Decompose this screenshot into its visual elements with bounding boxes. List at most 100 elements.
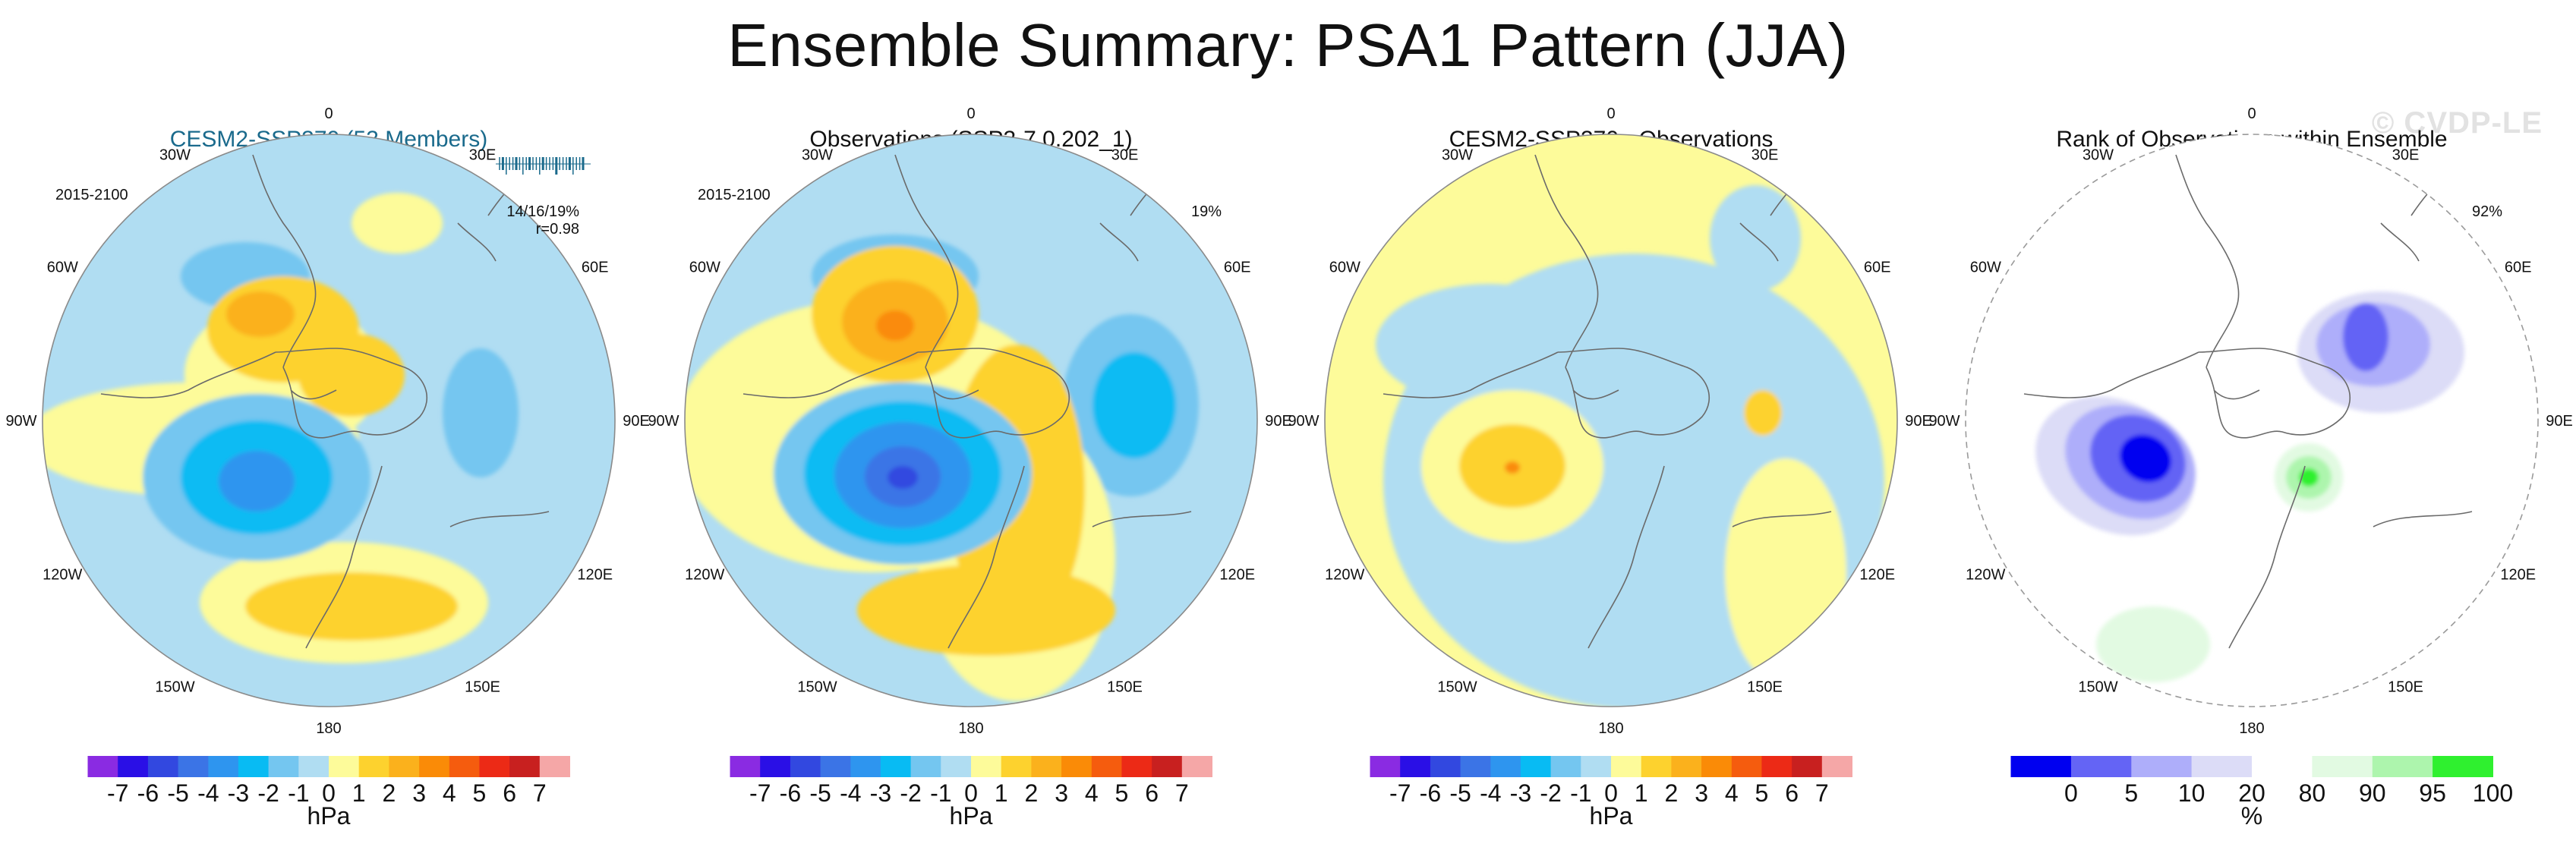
colorbar-label: 1 [1635,779,1648,807]
lon-label-150E: 150E [2388,679,2423,696]
panel-rank: Rank of Observations within Ensemble030E… [1928,105,2572,830]
polar-map [1325,134,1897,707]
lon-label-30E: 30E [1751,146,1779,163]
lon-label-150W: 150W [155,679,194,696]
corner-stat: 19% [1191,203,1222,220]
colorbar-swatch [820,756,851,777]
contour-region [219,451,295,512]
colorbar-swatch [2070,756,2132,777]
lon-label-90W: 90W [5,413,36,430]
lon-label-120W: 120W [43,567,82,584]
member-strip [496,157,591,175]
colorbar-swatch [1460,756,1491,777]
colorbar-label: 0 [2064,779,2078,807]
colorbar-units: hPa [1590,802,1633,830]
contour-region [1376,284,1603,405]
colorbar-swatch [760,756,791,777]
colorbar-label: -1 [930,779,951,807]
lon-label-90E: 90E [2546,413,2573,430]
colorbar-label: 2 [1665,779,1679,807]
contour-region [245,572,458,641]
contour-region [1710,185,1801,291]
colorbar-swatch [1821,756,1852,777]
colorbar-swatch [910,756,941,777]
corner-stat: 14/16/19% [506,203,579,220]
colorbar: -7 -6 -5 -4 -3 -2 -1 0 1 2 3 4 5 6 7 hPa [1370,756,1852,830]
lon-label-120E: 120E [2500,567,2536,584]
lon-label-120W: 120W [685,567,724,584]
period-label: 2015-2100 [55,187,128,203]
map-background [1966,134,2538,707]
colorbar-swatch [268,756,299,777]
colorbar-units: hPa [307,802,351,830]
colorbar-swatch [1611,756,1642,777]
colorbar-swatch [539,756,570,777]
lon-label-60E: 60E [582,260,609,276]
colorbar-swatch [2191,756,2253,777]
colorbar-swatch [329,756,360,777]
colorbar-label: 2 [383,779,396,807]
colorbar: -7 -6 -5 -4 -3 -2 -1 0 1 2 3 4 5 6 7 hPa [730,756,1212,830]
colorbar-swatch [1581,756,1612,777]
colorbar-label: -4 [1480,779,1501,807]
colorbar-swatch [1641,756,1672,777]
colorbar-label: -3 [1510,779,1531,807]
colorbar-swatch [118,756,149,777]
colorbar-label: 1 [352,779,366,807]
lon-label-60E: 60E [2505,260,2532,276]
colorbar-label: -5 [167,779,188,807]
colorbar-label: -6 [780,779,801,807]
colorbar-swatch [449,756,480,777]
lon-label-90E: 90E [1265,413,1292,430]
contour-region [443,348,519,477]
colorbar-swatch [419,756,450,777]
colorbar-label: -2 [1540,779,1561,807]
lon-label-120E: 120E [1859,567,1895,584]
panel-obs: Observations (SSP3-7.0.202_1)030E60E90E1… [648,105,1291,830]
contour-region [1093,352,1176,458]
colorbar-label: 5 [2124,779,2138,807]
lon-label-150E: 150E [465,679,500,696]
lon-label-90E: 90E [623,413,650,430]
colorbar-swatch [1181,756,1212,777]
lon-label-30W: 30W [159,146,191,163]
lon-label-30E: 30E [469,146,497,163]
lon-label-30W: 30W [1442,146,1473,163]
colorbar-swatch [1731,756,1762,777]
contour-region [352,193,443,253]
colorbar-swatch [1550,756,1581,777]
colorbar-swatch [358,756,389,777]
colorbar-label: 7 [1175,779,1189,807]
colorbar-label: 4 [1085,779,1099,807]
colorbar-swatch [1520,756,1552,777]
colorbar-label: 4 [443,779,456,807]
watermark: © CVDP-LE [2371,106,2543,140]
lon-label-150W: 150W [1437,679,1477,696]
lon-label-120E: 120E [577,567,613,584]
colorbar-swatch [2433,756,2493,777]
colorbar-swatch [389,756,420,777]
colorbar-label: -7 [107,779,128,807]
map-outline [1965,134,2539,707]
contour-region [1505,461,1520,474]
colorbar-swatch [971,756,1002,777]
figure-title: Ensemble Summary: PSA1 Pattern (JJA) [727,11,1849,79]
lon-label-30E: 30E [1111,146,1139,163]
colorbar-label: -4 [197,779,219,807]
colorbar-label: -3 [870,779,891,807]
colorbar-label: 20 [2238,779,2265,807]
lon-label-30E: 30E [2392,146,2420,163]
contour-region [2343,303,2388,371]
colorbar-swatch [1001,756,1032,777]
lon-label-150W: 150W [797,679,837,696]
contour-region [226,291,295,337]
colorbar-label: 3 [1695,779,1708,807]
colorbar-label: 7 [533,779,547,807]
colorbar-label: -5 [809,779,831,807]
lon-label-150E: 150E [1747,679,1783,696]
colorbar-label: -7 [749,779,771,807]
panel-diff: CESM2-SSP370 - Observations030E60E90E120… [1288,105,1931,830]
colorbar-swatch [941,756,972,777]
colorbar-swatch [1152,756,1183,777]
